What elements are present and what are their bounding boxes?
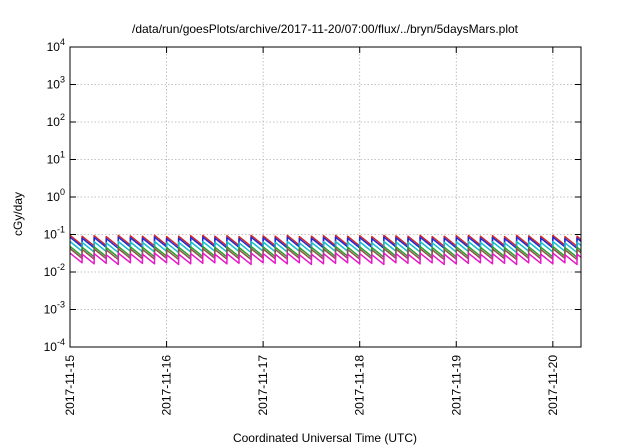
x-tick-label: 2017-11-19 <box>449 355 463 416</box>
series-line <box>69 240 582 254</box>
x-tick-label: 2017-11-20 <box>546 355 560 416</box>
chart-title: /data/run/goesPlots/archive/2017-11-20/0… <box>132 22 519 36</box>
x-axis-label: Coordinated Universal Time (UTC) <box>233 431 417 445</box>
y-tick-exponent: -1 <box>57 225 65 235</box>
y-tick-exponent: 4 <box>60 37 65 47</box>
y-tick-label: 103 <box>47 75 65 92</box>
y-tick-label: 10-4 <box>44 337 65 354</box>
x-tick-label: 2017-11-17 <box>256 355 270 416</box>
y-tick-base: 10 <box>47 190 61 204</box>
x-tick-label: 2017-11-18 <box>353 355 367 416</box>
series-line <box>69 252 582 266</box>
y-tick-label: 10-3 <box>44 300 65 317</box>
y-axis-label: cGy/day <box>11 192 25 236</box>
series-group <box>69 234 582 266</box>
x-axis: 2017-11-15 2017-11-16 2017-11-17 2017-11-18… <box>63 47 560 416</box>
y-tick-exponent: -3 <box>57 300 65 310</box>
y-tick-base: 10 <box>47 40 61 54</box>
y-tick-label: 101 <box>47 150 65 167</box>
y-tick-base: 10 <box>44 265 58 279</box>
series-line <box>69 234 582 248</box>
y-tick-exponent: 2 <box>60 112 65 122</box>
y-tick-base: 10 <box>44 228 58 242</box>
y-tick-label: 10-2 <box>44 262 65 279</box>
y-tick-exponent: 3 <box>60 75 65 85</box>
y-tick-base: 10 <box>47 153 61 167</box>
y-tick-label: 102 <box>47 112 65 129</box>
y-tick-exponent: 1 <box>60 150 65 160</box>
series-line <box>69 236 582 250</box>
x-tick-label: 2017-11-16 <box>160 355 174 416</box>
y-tick-exponent: -4 <box>57 337 65 347</box>
y-tick-base: 10 <box>47 78 61 92</box>
y-tick-label: 104 <box>47 37 65 54</box>
y-tick-base: 10 <box>44 303 58 317</box>
y-tick-label: 100 <box>47 187 65 204</box>
y-tick-exponent: 0 <box>60 187 65 197</box>
x-tick-label: 2017-11-15 <box>63 355 77 416</box>
y-tick-label: 10-1 <box>44 225 65 242</box>
series-line <box>69 247 582 261</box>
y-tick-base: 10 <box>47 115 61 129</box>
y-tick-base: 10 <box>44 340 58 354</box>
grid <box>70 47 581 347</box>
series-line <box>69 245 582 258</box>
y-tick-exponent: -2 <box>57 262 65 272</box>
